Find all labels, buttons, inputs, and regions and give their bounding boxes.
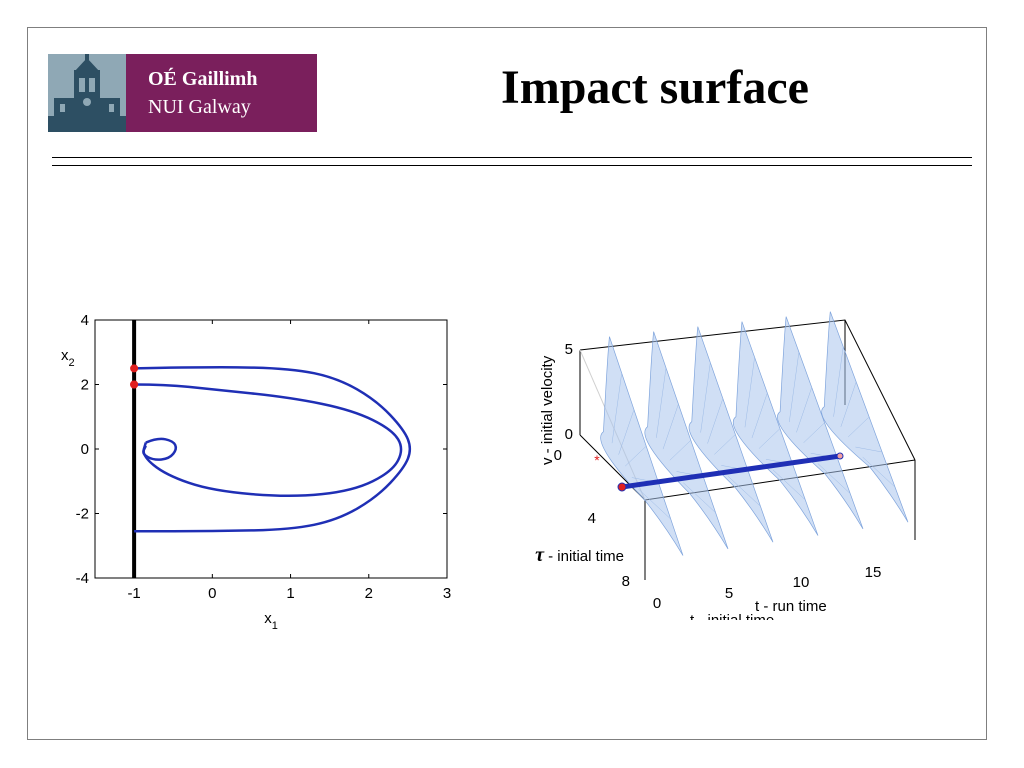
surface-ridge (732, 321, 819, 536)
surface-mesh-line (707, 398, 724, 444)
hidden-initial-time-label: t - initial time (690, 612, 774, 629)
phase-y-tick-label: 4 (81, 312, 89, 329)
x-tick-10: 10 (793, 574, 810, 591)
surface-mesh-line (847, 416, 870, 438)
surface-mesh-line (683, 482, 716, 513)
impact-point-marker (130, 380, 139, 389)
surface-ridge (688, 326, 774, 543)
title-rule-bottom (52, 165, 972, 166)
phase-x-tick-label: -1 (127, 585, 140, 602)
surface-mesh-line (700, 362, 711, 433)
phase-ylabel-sub: 2 (69, 357, 75, 369)
phase-xlabel: x1 (264, 610, 278, 632)
logo-text-irish: OÉ Gaillimh (148, 68, 258, 90)
trajectory-series-0 (134, 366, 412, 533)
z-tick-0: 0 (565, 426, 573, 443)
phase-y-tick-label: 2 (81, 377, 89, 394)
impact-line (621, 453, 841, 490)
surface-mesh-line (638, 488, 671, 520)
y-tick-8: 8 (622, 573, 630, 590)
phase-y-tick-label: -4 (76, 570, 89, 587)
nui-galway-logo: OÉ Gaillimh NUI Galway (48, 54, 317, 132)
impact-star-marker: * (594, 452, 600, 468)
phase-x-tick-label: 2 (365, 585, 373, 602)
phase-x-tick-label: 0 (208, 585, 216, 602)
slide-title: Impact surface (501, 61, 809, 114)
x-tick-0: 0 (653, 595, 661, 612)
surface-ridge (777, 316, 864, 530)
surface-mesh-line (789, 352, 800, 423)
y-axis-label: τ - initial time (535, 544, 624, 566)
surface-mesh-line (669, 440, 691, 461)
surface-ridge (644, 331, 729, 550)
trajectory-series-1 (134, 383, 403, 497)
surface-mesh-line (727, 476, 761, 507)
surface-mesh-line (714, 434, 736, 455)
z-axis-label: v - initial velocity (539, 355, 556, 465)
phase-xlabel-sub: 1 (272, 620, 278, 632)
phase-x-tick-label: 3 (443, 585, 451, 602)
surface-mesh-line (758, 428, 781, 449)
trajectory-series-2 (142, 437, 178, 461)
surface-ridge (600, 336, 684, 556)
impact-surface-chart: * 5 0 v - initial velocity 0 4 8 τ - ini… (495, 305, 925, 635)
surface-mesh-line (833, 346, 844, 417)
tau-symbol: τ (535, 544, 545, 566)
surface-mesh-line (862, 456, 896, 488)
surface-mesh-line (855, 446, 883, 453)
title-rule-top (52, 157, 972, 158)
surface-mesh-line (803, 422, 825, 443)
z-tick-5: 5 (565, 341, 573, 358)
slide-frame (27, 27, 987, 740)
impact-line-start-marker (617, 482, 627, 492)
logo-text-english: NUI Galway (148, 96, 251, 118)
surface-mesh-line (611, 373, 622, 444)
surface-mesh-line (656, 367, 667, 438)
x-tick-5: 5 (725, 585, 733, 602)
logo-band: OÉ Gaillimh NUI Galway (126, 54, 317, 132)
surface-mesh-line (796, 387, 812, 433)
surface-mesh-line (817, 463, 851, 494)
phase-x-tick-label: 1 (286, 585, 294, 602)
surface-ridge (821, 311, 909, 523)
phase-ylabel: x2 (61, 347, 75, 369)
impact-point-marker (130, 364, 139, 373)
x-tick-15: 15 (865, 564, 882, 581)
quadrangle-tower-icon (48, 54, 126, 132)
phase-plane-chart: -1 0 1 2 3 4 2 0 -2 -4 x1 x2 (55, 305, 465, 650)
surface-mesh-line (772, 469, 806, 501)
phase-y-tick-label: -2 (76, 506, 89, 523)
surface-mesh-line (618, 409, 635, 455)
y-tick-0: 0 (554, 447, 562, 464)
y-tick-4: 4 (588, 510, 596, 527)
phase-y-tick-label: 0 (81, 441, 89, 458)
impact-surface-mesh (600, 311, 909, 556)
impact-line-end-marker (836, 452, 844, 460)
x-axis-label: t - run time (755, 598, 827, 615)
surface-mesh-line (751, 392, 768, 439)
surface-mesh-line (625, 445, 647, 467)
surface-mesh-line (662, 403, 679, 450)
surface-mesh-line (744, 357, 755, 428)
phase-plot-area (94, 319, 448, 579)
surface-mesh-line (840, 381, 857, 427)
